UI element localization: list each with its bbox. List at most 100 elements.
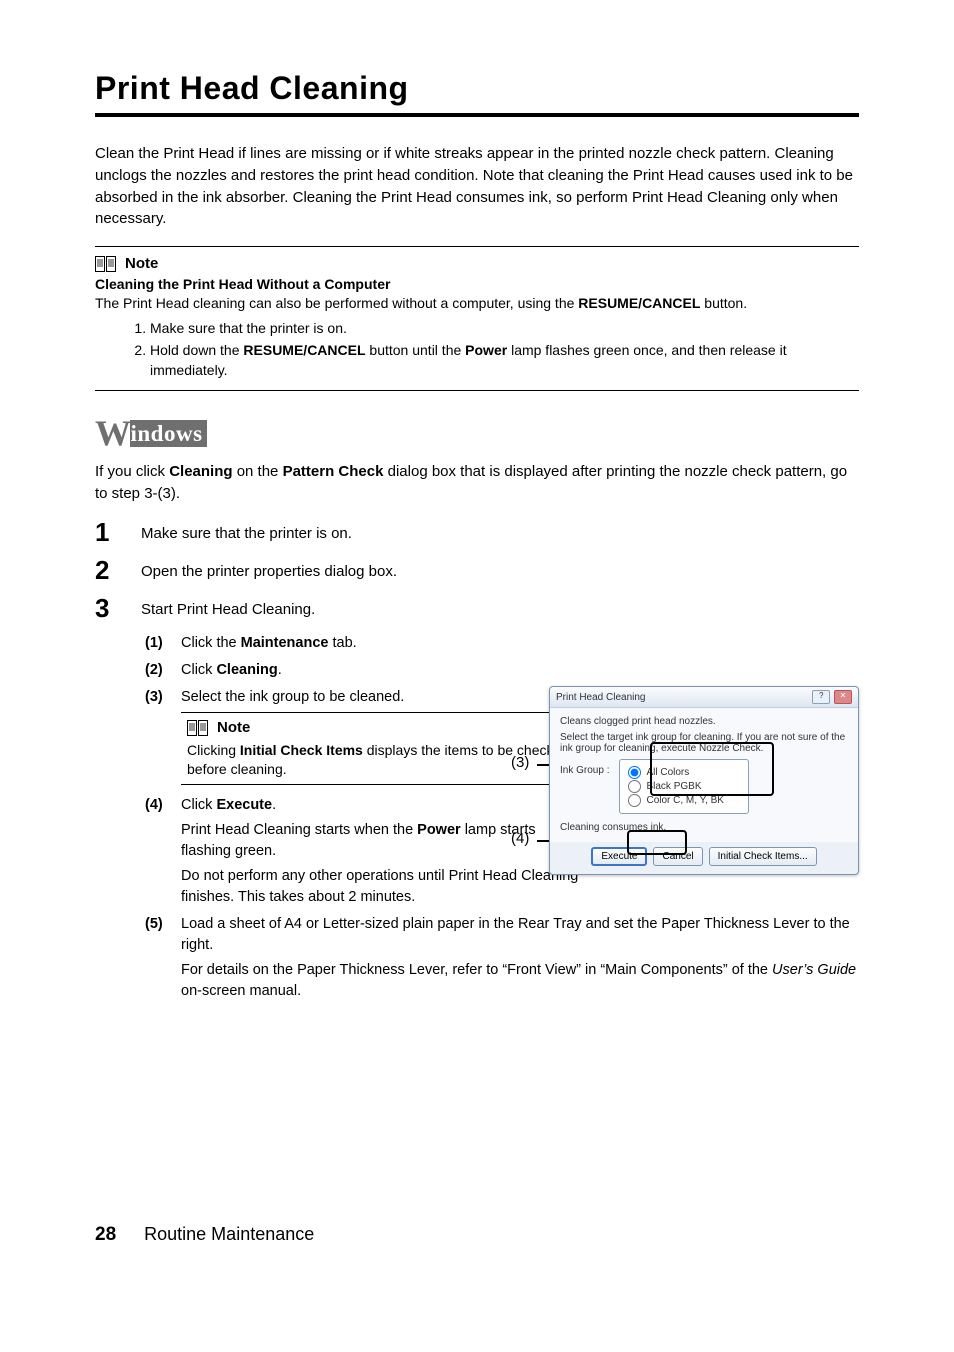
substep-1-num: (1) [145,633,181,654]
note-li2-b1: RESUME/CANCEL [243,342,365,358]
substep-1: (1) Click the Maintenance tab. [145,633,859,654]
page-footer: 28 Routine Maintenance [95,1224,314,1246]
inline-note-top-rule [181,712,561,713]
note-list: Make sure that the printer is on. Hold d… [150,318,859,381]
dialog-consumes: Cleaning consumes ink. [560,822,848,833]
dialog-wrap: (3) (4) Print Head Cleaning ? ✕ Cleans c… [549,686,859,875]
substep-3-text: Select the ink group to be cleaned. [181,689,404,705]
note-intro-bold: RESUME/CANCEL [578,295,700,311]
inline-note-pre: Clicking [187,742,240,758]
note-intro-pre: The Print Head cleaning can also be perf… [95,295,578,311]
note-block: Note Cleaning the Print Head Without a C… [95,247,859,390]
radio-color[interactable]: Color C, M, Y, BK [628,794,738,807]
footer-section: Routine Maintenance [144,1224,314,1245]
context-b1: Cleaning [169,463,232,480]
inline-note-icon [187,720,209,736]
lead-paragraph: Clean the Print Head if lines are missin… [95,143,859,230]
ink-group-row: Ink Group : All Colors Black PGBK Color … [560,759,848,814]
substep-5-p2-pre: For details on the Paper Thickness Lever… [181,962,772,978]
step-3-number: 3 [95,595,141,621]
callout-4: (4) [511,830,529,847]
radio-color-input[interactable] [628,794,641,807]
note-intro: The Print Head cleaning can also be perf… [95,294,859,314]
substep-4-b: Execute [216,797,272,813]
substep-1-post: tab. [328,635,356,651]
windows-logo-rest: indows [130,420,207,448]
step-3-text: Start Print Head Cleaning. [141,595,315,621]
substep-2-num: (2) [145,660,181,681]
close-button[interactable]: ✕ [834,690,852,704]
note-label: Note [125,255,158,272]
windows-logo: Windows [95,415,859,451]
substep-2-pre: Click [181,662,216,678]
substep-5-body: Load a sheet of A4 or Letter-sized plain… [181,914,859,1002]
context-b2: Pattern Check [283,463,384,480]
radio-color-label: Color C, M, Y, BK [646,795,723,806]
substep-2-post: . [278,662,282,678]
substep-4-post: . [272,797,276,813]
context-pre: If you click [95,463,169,480]
radio-black-input[interactable] [628,780,641,793]
radio-all-colors-label: All Colors [646,767,689,778]
help-button[interactable]: ? [812,690,830,704]
note-li2-mid: button until the [366,342,466,358]
step-1-number: 1 [95,519,141,545]
substep-4-p1-pre: Print Head Cleaning starts when the [181,822,417,838]
step-3: 3 Start Print Head Cleaning. [95,595,859,621]
page-title: Print Head Cleaning [95,70,859,107]
radio-black-label: Black PGBK [646,781,701,792]
dialog-titlebar[interactable]: Print Head Cleaning ? ✕ [550,687,858,708]
inline-note: Note Clicking Initial Check Items displa… [181,712,581,785]
step-1: 1 Make sure that the printer is on. [95,519,859,545]
context-mid1: on the [233,463,283,480]
execute-button[interactable]: Execute [591,847,647,866]
substep-2: (2) Click Cleaning. [145,660,859,681]
substep-4-p2: Do not perform any other operations unti… [181,866,581,908]
radio-all-colors-input[interactable] [628,766,641,779]
substep-4-pre: Click [181,797,216,813]
window-buttons: ? ✕ [811,690,852,704]
step-2-text: Open the printer properties dialog box. [141,557,397,583]
substep-5-p2: For details on the Paper Thickness Lever… [181,960,859,1002]
note-bottom-rule [95,390,859,391]
substep-5-p2-i: User’s Guide [772,962,856,978]
ink-group-label: Ink Group : [560,759,609,776]
substep-1-b: Maintenance [241,635,329,651]
radio-black[interactable]: Black PGBK [628,780,738,793]
substep-4-p1-b: Power [417,822,461,838]
note-icon [95,256,117,272]
print-head-cleaning-dialog: Print Head Cleaning ? ✕ Cleans clogged p… [549,686,859,875]
substep-4-body: Click Execute. Print Head Cleaning start… [181,795,581,908]
inline-note-label: Note [217,717,250,739]
substep-3-num: (3) [145,687,181,708]
note-subheading: Cleaning the Print Head Without a Comput… [95,276,859,292]
windows-logo-big: W [95,415,132,451]
step-2: 2 Open the printer properties dialog box… [95,557,859,583]
substep-1-pre: Click the [181,635,241,651]
substep-2-b: Cleaning [216,662,277,678]
dialog-title-text: Print Head Cleaning [556,692,646,703]
radio-all-colors[interactable]: All Colors [628,766,738,779]
title-rule [95,113,859,117]
step-1-text: Make sure that the printer is on. [141,519,352,545]
step-2-number: 2 [95,557,141,583]
cancel-button[interactable]: Cancel [653,847,702,866]
substep-5-p2-post: on-screen manual. [181,983,301,999]
note-li2-b2: Power [465,342,507,358]
note-li2-pre: Hold down the [150,342,243,358]
dialog-buttons: Execute Cancel Initial Check Items... [550,842,858,874]
inline-note-b: Initial Check Items [240,742,363,758]
substep-5: (5) Load a sheet of A4 or Letter-sized p… [145,914,859,1002]
substep-4-num: (4) [145,795,181,816]
dialog-line1: Cleans clogged print head nozzles. [560,716,848,727]
substep-1-body: Click the Maintenance tab. [181,633,859,654]
initial-check-items-button[interactable]: Initial Check Items... [709,847,817,866]
callout-3: (3) [511,754,529,771]
note-intro-post: button. [700,295,747,311]
page-number: 28 [95,1224,116,1246]
inline-note-bottom-rule [181,784,561,785]
ink-group-radio-box: All Colors Black PGBK Color C, M, Y, BK [619,759,749,814]
substep-5-p1: Load a sheet of A4 or Letter-sized plain… [181,916,850,953]
note-list-item-2: Hold down the RESUME/CANCEL button until… [150,340,859,381]
dialog-line2: Select the target ink group for cleaning… [560,732,848,754]
